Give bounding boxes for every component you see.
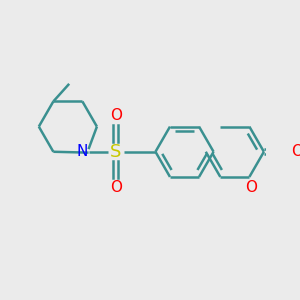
Text: O: O: [245, 180, 257, 195]
Text: O: O: [110, 108, 122, 123]
Text: O: O: [110, 180, 122, 195]
Text: O: O: [291, 144, 300, 159]
Text: N: N: [77, 144, 88, 159]
Text: S: S: [110, 143, 122, 161]
